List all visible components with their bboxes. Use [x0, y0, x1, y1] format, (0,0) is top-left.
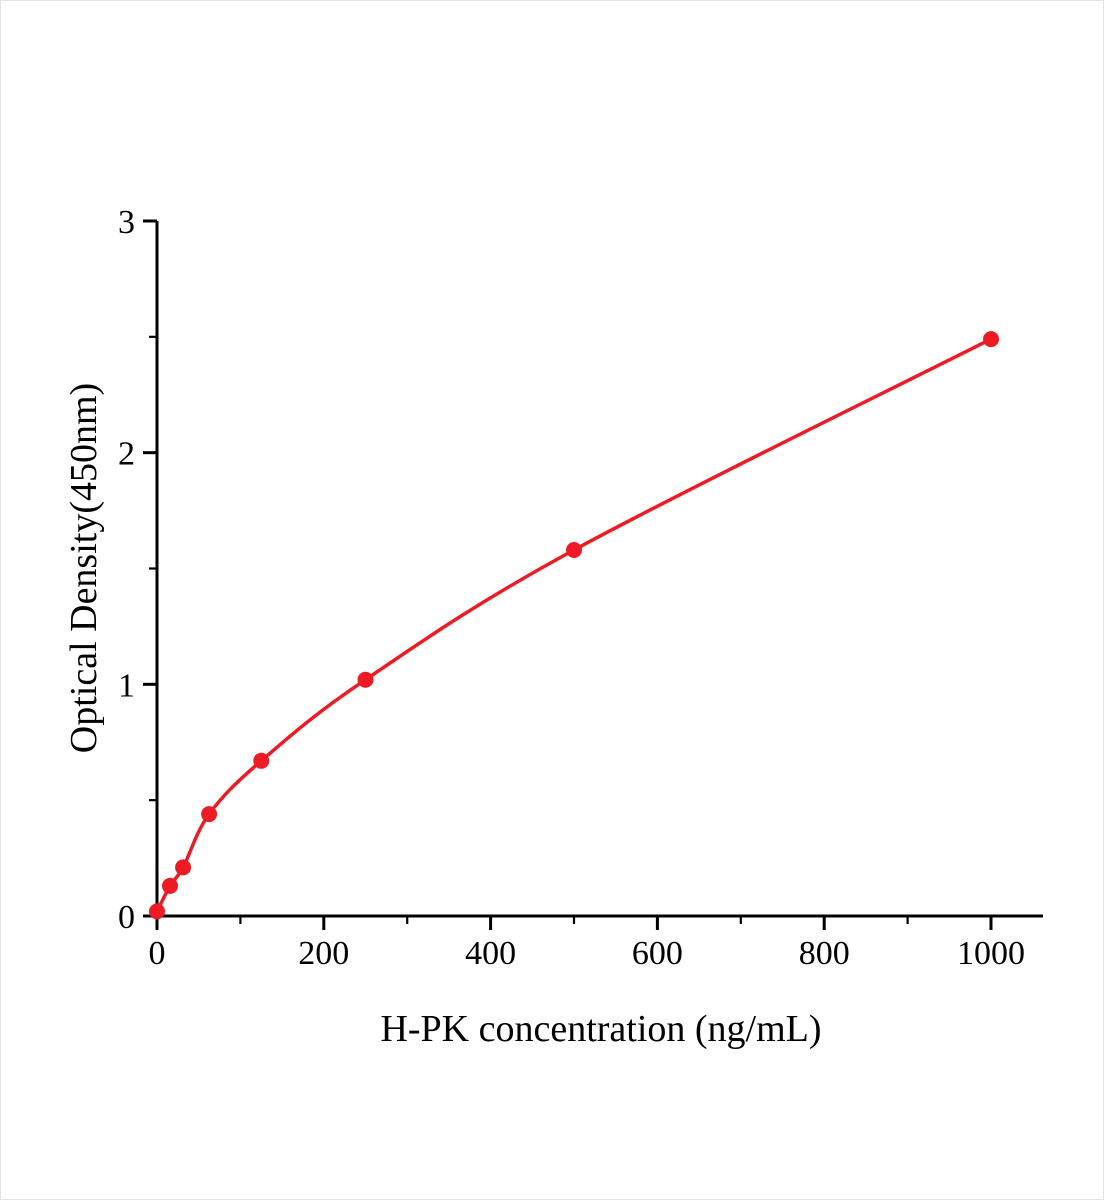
- x-tick-label: 800: [799, 935, 850, 972]
- y-tick-label: 3: [118, 204, 135, 241]
- data-point: [357, 671, 374, 688]
- x-tick-label: 400: [465, 935, 516, 972]
- x-tick-label: 0: [149, 935, 166, 972]
- y-axis-label: Optical Density(450nm): [63, 383, 105, 753]
- series-group: [149, 331, 999, 920]
- axes-group: 0 200 400 600 800 1000 0 1 2 3: [118, 204, 1043, 972]
- x-axis-label: H-PK concentration (ng/mL): [380, 1008, 821, 1050]
- x-tick-label: 600: [632, 935, 683, 972]
- data-point: [149, 903, 165, 920]
- x-tick-label: 1000: [957, 935, 1025, 972]
- y-tick-label: 1: [118, 667, 135, 704]
- data-point: [253, 752, 270, 769]
- data-point: [201, 806, 218, 823]
- y-tick-label: 2: [118, 436, 135, 473]
- data-point: [175, 859, 192, 876]
- y-tick-label: 0: [118, 899, 135, 936]
- data-point: [566, 542, 582, 558]
- x-tick-label: 200: [298, 935, 349, 972]
- data-point: [162, 877, 178, 894]
- fit-curve: [155, 337, 993, 914]
- data-point: [983, 331, 999, 348]
